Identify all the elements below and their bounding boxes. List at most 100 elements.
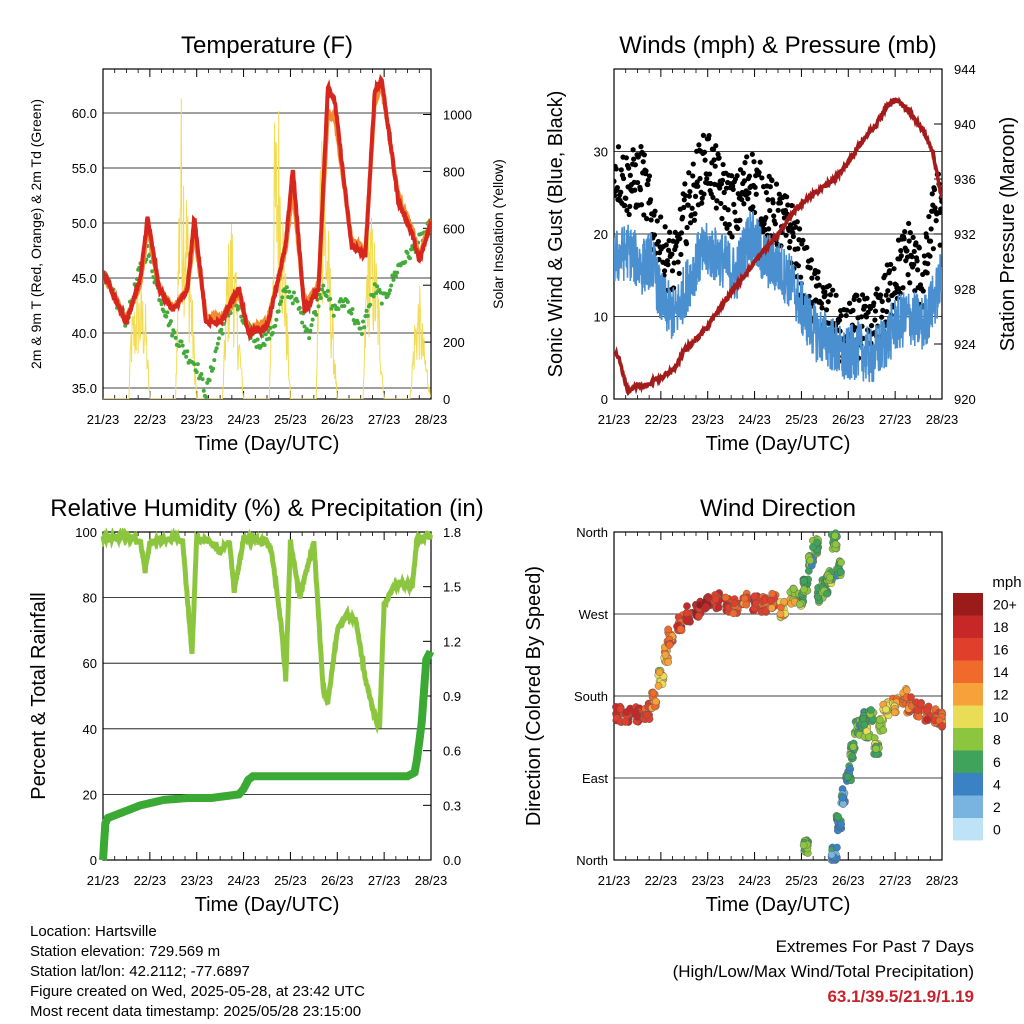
temperature-y-tick-label: 45.0 (72, 271, 97, 286)
gust-marker (723, 185, 730, 191)
winds-y2-tick-label: 932 (954, 227, 976, 242)
gust-marker (712, 163, 718, 169)
gust-marker (938, 206, 942, 212)
gust-marker (772, 221, 778, 227)
direction-marker (848, 752, 856, 761)
direction-x-tick-label: 24/23 (738, 873, 771, 888)
gust-marker (637, 187, 644, 193)
legend-swatch (953, 750, 983, 773)
gust-marker (854, 292, 860, 299)
gust-marker (741, 178, 748, 184)
gust-marker (822, 292, 829, 298)
gust-marker (796, 226, 803, 232)
gust-marker (652, 208, 658, 214)
dewpoint-marker (201, 388, 206, 393)
dewpoint-marker (262, 343, 267, 348)
legend-swatch (953, 818, 983, 841)
humidity-x-tick-label: 27/23 (368, 873, 401, 888)
gust-marker (827, 292, 834, 298)
winds-x-tick-label: 27/23 (879, 412, 912, 427)
gust-marker (667, 229, 673, 235)
temperature-x-tick-label: 21/23 (87, 412, 120, 427)
direction-marker (767, 596, 776, 605)
dewpoint-marker (342, 303, 347, 308)
extremes-title: Extremes For Past 7 Days (775, 937, 974, 956)
gust-marker (645, 181, 651, 188)
direction-marker (661, 651, 670, 659)
gust-marker (635, 179, 641, 186)
gust-marker (735, 225, 741, 232)
gust-marker (614, 184, 620, 191)
dewpoint-marker (393, 274, 398, 279)
temperature-y2-tick-label: 200 (443, 335, 465, 350)
gust-marker (665, 262, 671, 268)
gust-marker (789, 202, 795, 209)
humidity-x-tick-label: 21/23 (87, 873, 120, 888)
gust-marker (623, 155, 629, 161)
gust-marker (761, 221, 767, 227)
station-info: Location: Hartsville Station elevation: … (30, 922, 365, 1022)
direction-marker (683, 602, 691, 610)
winds-y-tick-label: 10 (594, 310, 608, 325)
dewpoint-marker (185, 349, 190, 354)
gust-marker (691, 217, 698, 223)
gust-marker (710, 194, 716, 201)
gust-marker (729, 234, 735, 240)
gust-marker (641, 212, 647, 218)
gust-marker (798, 274, 804, 280)
gust-marker (868, 323, 875, 329)
gust-marker (713, 205, 719, 211)
gust-marker (641, 152, 647, 158)
gust-marker (757, 159, 763, 165)
direction-marker (914, 712, 923, 721)
winds-y-tick-label: 20 (594, 227, 608, 242)
direction-y-tick-label: West (579, 607, 609, 622)
gust-marker (682, 192, 689, 199)
gust-marker (614, 178, 617, 184)
dewpoint-marker (390, 273, 395, 278)
dewpoint-marker (273, 323, 278, 328)
legend-swatch (953, 705, 983, 728)
direction-marker (676, 625, 685, 633)
direction-marker (836, 568, 845, 576)
gust-marker (874, 286, 880, 292)
direction-marker (831, 540, 840, 549)
gust-marker (717, 185, 723, 191)
direction-x-tick-label: 28/23 (926, 873, 959, 888)
direction-marker (649, 689, 658, 697)
dewpoint-marker (389, 283, 394, 288)
winds-y-tick-label: 0 (601, 392, 608, 407)
gust-marker (808, 257, 814, 263)
gust-marker (741, 201, 747, 207)
direction-marker (907, 693, 915, 701)
direction-marker (826, 573, 834, 582)
gust-marker (708, 180, 714, 187)
gust-marker (880, 307, 886, 313)
direction-marker (799, 841, 808, 850)
direction-marker (767, 604, 776, 612)
dewpoint-marker (365, 313, 370, 318)
gust-marker (655, 238, 662, 245)
direction-marker (831, 531, 839, 540)
direction-marker (890, 708, 899, 717)
gust-marker (721, 189, 727, 196)
winds-x-tick-label: 28/23 (926, 412, 959, 427)
gust-marker (836, 317, 843, 323)
temperature-y2-tick-label: 400 (443, 278, 465, 293)
gust-marker (770, 200, 776, 206)
gust-marker (904, 248, 910, 254)
humidity-x-tick-label: 25/23 (274, 873, 307, 888)
temp-9m-line (103, 83, 431, 337)
gust-marker (701, 149, 708, 155)
temperature-y-tick-label: 55.0 (72, 161, 97, 176)
direction-marker (616, 705, 625, 713)
gust-marker (910, 234, 916, 241)
direction-x-tick-label: 27/23 (879, 873, 912, 888)
gust-marker (728, 173, 735, 179)
direction-marker (729, 609, 738, 618)
gust-marker (692, 193, 699, 199)
direction-x-tick-label: 26/23 (832, 873, 865, 888)
humidity-series-group (99, 528, 435, 861)
gust-marker (893, 289, 899, 296)
